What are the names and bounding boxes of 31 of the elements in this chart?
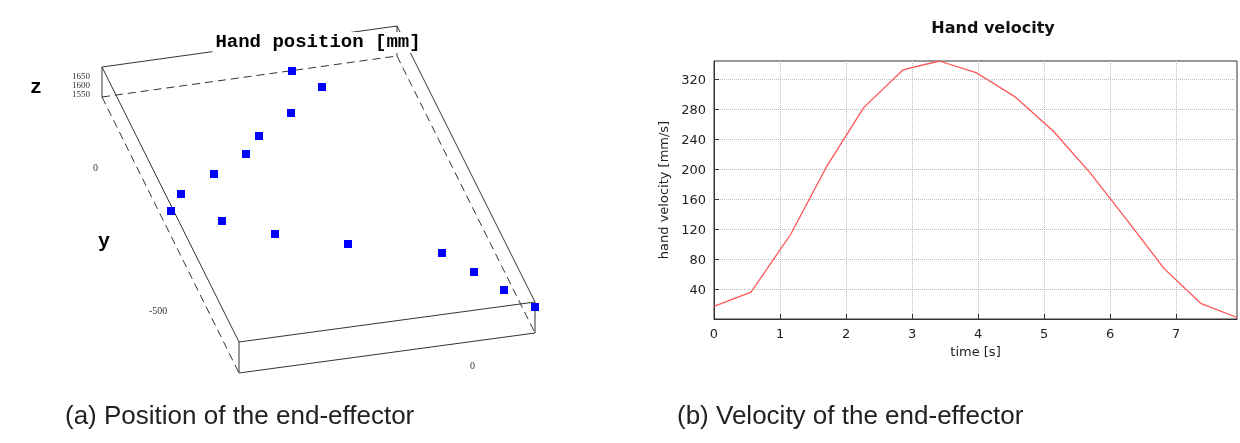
y-tick-label: 240 — [681, 132, 706, 148]
text: y — [98, 230, 111, 253]
y-tick-label: 40 — [689, 281, 706, 297]
y-tick-label: 80 — [689, 251, 706, 267]
y-tick-label: 160 — [681, 191, 706, 207]
text: -500 — [149, 305, 168, 316]
text: 0 — [470, 360, 475, 371]
x-tick-label: 1 — [775, 326, 785, 341]
x-tick-label: 3 — [907, 326, 917, 341]
line-series — [713, 60, 1238, 319]
y-tick-label: 200 — [681, 161, 706, 177]
y-tick-label: 320 — [681, 72, 706, 88]
x-tick-label: 0 — [709, 326, 719, 341]
x-tick-label: 7 — [1172, 326, 1181, 341]
text: 1650 — [72, 71, 90, 81]
text: z — [30, 76, 43, 99]
text: Hand position [mm] — [212, 31, 424, 53]
text: 0 — [93, 162, 98, 173]
x-tick-label: 5 — [1040, 326, 1049, 341]
text: (a) Position of the end-effector — [65, 400, 415, 431]
y-tick-label: 280 — [681, 102, 706, 118]
text: (b) Velocity of the end-effector — [677, 400, 1024, 431]
x-tick-label: 4 — [974, 326, 983, 341]
x-axis-title: time [s] — [950, 344, 1001, 359]
x-tick-label: 2 — [841, 326, 851, 341]
y-tick-label: 120 — [681, 221, 706, 237]
y-axis-title: hand velocity [mm/s] — [656, 120, 671, 260]
text: 1600 — [72, 80, 90, 90]
x-tick-label: 6 — [1106, 326, 1115, 341]
chart-title: Hand velocity — [931, 17, 1056, 37]
text: 1550 — [72, 89, 90, 99]
